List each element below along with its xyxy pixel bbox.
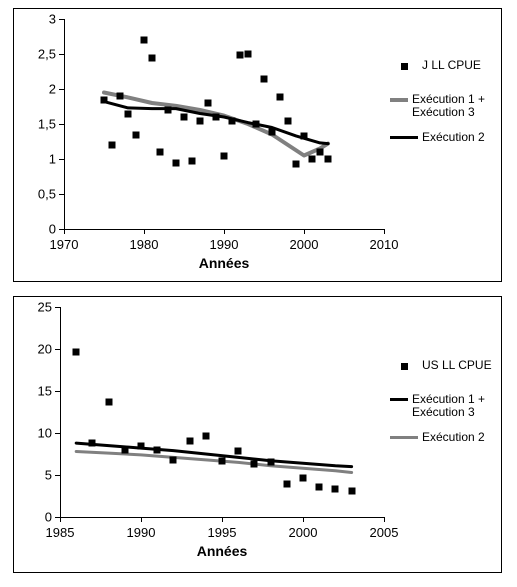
x-tick-label: 1970 (50, 237, 79, 252)
scatter-point (73, 348, 80, 355)
scatter-point (125, 110, 132, 117)
legend-swatch (390, 136, 418, 139)
scatter-point (89, 440, 96, 447)
scatter-point (293, 160, 300, 167)
y-tick-label: 1,5 (26, 117, 56, 132)
x-tick-label: 2005 (370, 525, 399, 540)
scatter-point (213, 114, 220, 121)
x-tick-label: 1990 (127, 525, 156, 540)
scatter-point (101, 96, 108, 103)
scatter-point (267, 459, 274, 466)
scatter-point (283, 481, 290, 488)
scatter-point (138, 442, 145, 449)
scatter-point (221, 152, 228, 159)
scatter-point (348, 487, 355, 494)
y-tick-label: 1 (26, 152, 56, 167)
scatter-point (316, 483, 323, 490)
legend-item-line: Exécution 2 (390, 131, 501, 144)
y-tick-label: 2 (26, 82, 56, 97)
scatter-point (165, 107, 172, 114)
x-tick-label: 2000 (290, 237, 319, 252)
x-tick-label: 2010 (370, 237, 399, 252)
legend-swatch (390, 63, 418, 70)
x-tick-label: 2000 (289, 525, 318, 540)
legend-item-scatter: US LL CPUE (390, 357, 501, 375)
scatter-point (186, 438, 193, 445)
scatter-point (189, 158, 196, 165)
scatter-point (300, 475, 307, 482)
page: { "chart1": { "type": "scatter+line", "p… (0, 0, 517, 587)
legend-label: Exécution 2 (422, 431, 485, 444)
chart1-x-title: Années (64, 255, 384, 271)
y-tick-label: 3 (26, 12, 56, 27)
scatter-point (109, 142, 116, 149)
scatter-point (317, 149, 324, 156)
scatter-point (253, 121, 260, 128)
plot-area-2: 051015202519851990199520002005 (60, 307, 384, 517)
y-tick-label: 25 (22, 300, 52, 315)
scatter-point (261, 75, 268, 82)
scatter-point (197, 117, 204, 124)
x-tick-label: 1995 (208, 525, 237, 540)
plot-area-1: 00,511,522,5319701980199020002010 (64, 19, 384, 229)
scatter-point (269, 129, 276, 136)
scatter-point (309, 156, 316, 163)
scatter-point (173, 159, 180, 166)
legend-label: Exécution 2 (422, 131, 485, 144)
legend-swatch (390, 98, 408, 102)
x-tick-label: 1985 (46, 525, 75, 540)
legend-label: US LL CPUE (422, 359, 492, 372)
scatter-point (154, 446, 161, 453)
legend-label: Exécution 1 + Exécution 3 (412, 93, 501, 119)
scatter-point (251, 461, 258, 468)
y-tick-label: 10 (22, 426, 52, 441)
chart-panel-2: 051015202519851990199520002005 US LL CPU… (13, 296, 502, 573)
scatter-point (121, 446, 128, 453)
legend-item-line: Exécution 1 + Exécution 3 (390, 93, 501, 119)
scatter-point (235, 448, 242, 455)
scatter-point (237, 52, 244, 59)
series-line (104, 93, 328, 156)
y-tick-label: 0 (22, 510, 52, 525)
scatter-point (105, 398, 112, 405)
scatter-point (301, 132, 308, 139)
legend-swatch (390, 398, 408, 401)
scatter-point (149, 54, 156, 61)
legend-swatch (390, 363, 418, 370)
y-tick-label: 0,5 (26, 187, 56, 202)
legend-item-line: Exécution 2 (390, 431, 501, 444)
y-tick-label: 0 (26, 222, 56, 237)
scatter-point (170, 456, 177, 463)
legend-item-scatter: J LL CPUE (390, 57, 501, 75)
legend-swatch (390, 436, 418, 439)
legend-label: Exécution 1 + Exécution 3 (412, 393, 501, 419)
scatter-point (202, 432, 209, 439)
scatter-point (157, 149, 164, 156)
scatter-point (117, 93, 124, 100)
y-tick-label: 20 (22, 342, 52, 357)
scatter-point (332, 486, 339, 493)
scatter-point (219, 457, 226, 464)
chart1-lines (64, 19, 384, 229)
scatter-point (285, 117, 292, 124)
chart2-legend: US LL CPUE Exécution 1 + Exécution 3 Exécu… (390, 357, 501, 457)
scatter-point (141, 37, 148, 44)
chart2-x-title: Années (60, 543, 384, 559)
scatter-point (229, 117, 236, 124)
x-tick-label: 1990 (210, 237, 239, 252)
legend-label: J LL CPUE (422, 59, 481, 72)
y-tick-label: 2,5 (26, 47, 56, 62)
scatter-point (245, 51, 252, 58)
scatter-point (325, 156, 332, 163)
chart-panel-1: 00,511,522,5319701980199020002010 J LL C… (13, 8, 502, 282)
y-tick-label: 15 (22, 384, 52, 399)
scatter-point (181, 114, 188, 121)
legend-item-line: Exécution 1 + Exécution 3 (390, 393, 501, 419)
x-tick-label: 1980 (130, 237, 159, 252)
scatter-point (277, 94, 284, 101)
scatter-point (205, 100, 212, 107)
scatter-point (133, 131, 140, 138)
y-tick-label: 5 (22, 468, 52, 483)
chart1-legend: J LL CPUE Exécution 1 + Exécution 3 Exécut… (390, 57, 501, 157)
